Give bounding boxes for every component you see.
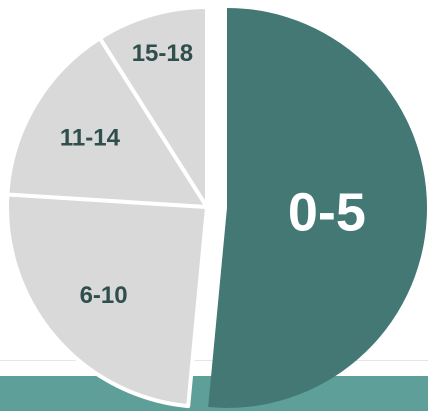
pie-label-0-5: 0-5: [288, 183, 366, 243]
pie-label-6-10: 6-10: [80, 282, 128, 309]
pie-label-11-14: 11-14: [60, 124, 121, 151]
pie-label-15-18: 15-18: [132, 40, 193, 67]
